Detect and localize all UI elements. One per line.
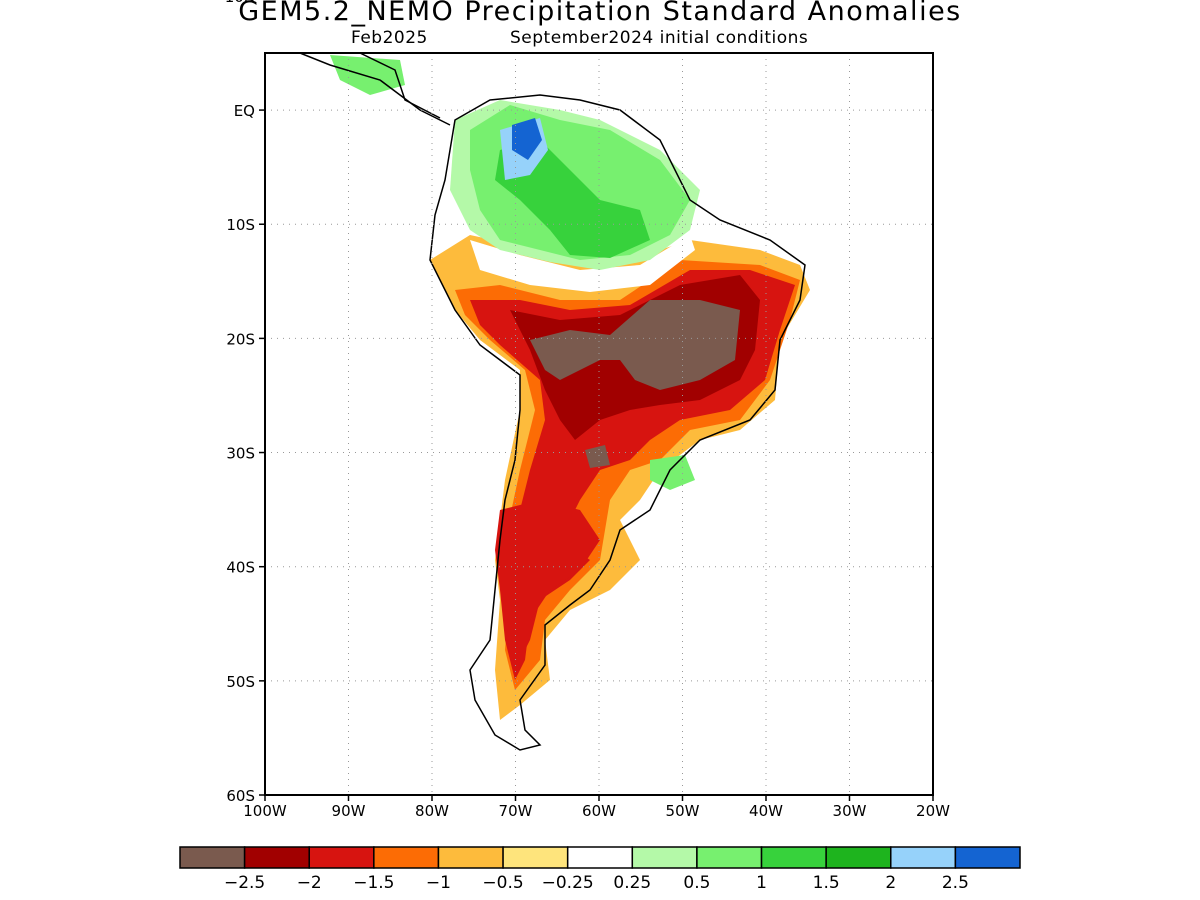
colorbar-swatch xyxy=(954,846,1021,869)
colorbar-swatch xyxy=(566,846,634,869)
lat-tick-label: 10N xyxy=(225,0,255,6)
colorbar-label: −1 xyxy=(426,873,451,893)
colorbar-swatch xyxy=(631,846,698,869)
anomaly-region-deficit-brown xyxy=(530,300,740,390)
lat-tick-label: 50S xyxy=(226,673,255,691)
colorbar-swatch xyxy=(502,846,569,869)
colorbar-swatch xyxy=(373,846,440,869)
colorbar-label: −2.5 xyxy=(224,873,265,893)
central-america-coastline xyxy=(299,53,451,126)
colorbar: −2.5 −2 −1.5 −1 −0.5 −0.25 0.25 0.5 1 1.5 2 2.5 xyxy=(179,846,1021,893)
colorbar-label: 2 xyxy=(885,873,896,893)
lat-tick-label: 60S xyxy=(226,787,255,805)
anomaly-fields xyxy=(330,55,810,720)
colorbar-label: 0.5 xyxy=(683,873,710,893)
lon-tick-label: 70W xyxy=(499,802,533,820)
colorbar-label: 2.5 xyxy=(942,873,969,893)
longitude-axis: 100W 90W 80W 70W 60W 50W 40W 30W 20W xyxy=(243,795,950,820)
colorbar-swatch xyxy=(437,846,504,869)
anomaly-region-se-green xyxy=(650,455,695,490)
colorbar-label: −0.5 xyxy=(482,873,523,893)
colorbar-label: 1 xyxy=(756,873,767,893)
colorbar-label: −0.25 xyxy=(542,873,594,893)
coastlines xyxy=(299,53,806,751)
colorbar-swatch xyxy=(179,846,246,869)
colorbar-swatch xyxy=(890,846,957,869)
colorbar-label: −2 xyxy=(297,873,322,893)
south-america-coastline xyxy=(429,94,806,751)
lat-tick-label: EQ xyxy=(234,102,255,120)
forecast-month: Feb2025 xyxy=(351,28,428,48)
chart-title: GEM5.2_NEMO Precipitation Standard Anoma… xyxy=(238,0,962,27)
anomaly-region-deficit-brown-small xyxy=(585,445,610,468)
colorbar-swatch xyxy=(308,846,375,869)
colorbar-label: 0.25 xyxy=(613,873,651,893)
anomaly-region-patagonia-red xyxy=(495,500,600,680)
central-america-coastline-north xyxy=(359,53,441,119)
lon-tick-label: 40W xyxy=(749,802,783,820)
latitude-axis: 10N EQ 10S 20S 30S 40S 50S 60S xyxy=(225,0,265,805)
lon-tick-label: 100W xyxy=(243,802,287,820)
anomaly-region-neutral xyxy=(470,235,695,292)
anomaly-region-central-america xyxy=(330,55,405,95)
lat-tick-label: 30S xyxy=(226,445,255,463)
map-gridlines xyxy=(265,53,933,795)
colorbar-label: 1.5 xyxy=(813,873,840,893)
lon-tick-label: 20W xyxy=(916,802,950,820)
colorbar-swatch xyxy=(243,846,310,869)
colorbar-swatch xyxy=(760,846,827,869)
lat-tick-label: 10S xyxy=(226,216,255,234)
colorbar-label: −1.5 xyxy=(353,873,394,893)
lon-tick-label: 90W xyxy=(332,802,366,820)
lon-tick-label: 80W xyxy=(415,802,449,820)
lon-tick-label: 50W xyxy=(666,802,700,820)
map-content xyxy=(299,53,810,751)
colorbar-swatch xyxy=(825,846,892,869)
colorbar-swatch xyxy=(696,846,763,869)
lon-tick-label: 60W xyxy=(582,802,616,820)
lat-tick-label: 20S xyxy=(226,330,255,348)
initial-conditions: September2024 initial conditions xyxy=(510,28,809,48)
anomaly-region-blue xyxy=(512,118,542,160)
lat-tick-label: 40S xyxy=(226,559,255,577)
lon-tick-label: 30W xyxy=(833,802,867,820)
